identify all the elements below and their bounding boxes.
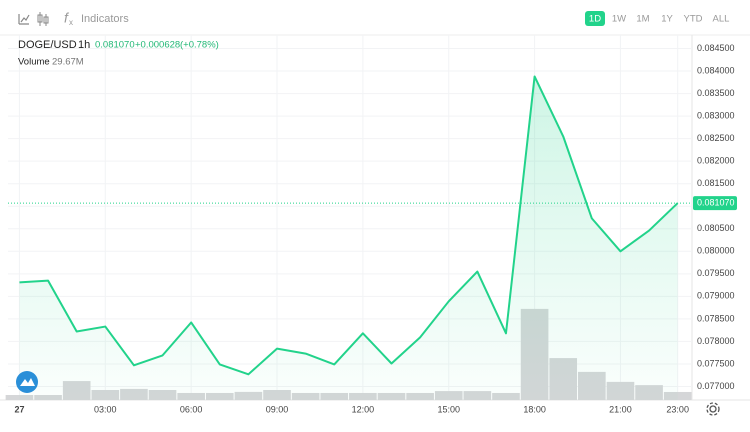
- range-button[interactable]: 1W: [612, 14, 626, 25]
- volume-value: 29.67M: [52, 57, 84, 68]
- y-tick-label: 0.078500: [697, 313, 735, 323]
- y-tick-label: 0.082500: [697, 133, 735, 143]
- y-tick-label: 0.083000: [697, 110, 735, 120]
- price-line: [19, 75, 679, 376]
- symbol: DOGE/USD: [18, 39, 77, 51]
- last-price-tag: [693, 196, 737, 211]
- chart-type-button[interactable]: [18, 14, 30, 25]
- logo[interactable]: [16, 371, 38, 393]
- range-button[interactable]: ALL: [713, 14, 730, 25]
- price-change: +0.000628: [135, 40, 180, 51]
- last-price-tag-label: 0.081070: [697, 197, 735, 207]
- price-area: [19, 76, 678, 400]
- indicators-button[interactable]: Indicators: [81, 13, 129, 25]
- price-change-pct: (+0.78%): [180, 40, 219, 51]
- x-tick-label: 15:00: [437, 404, 460, 414]
- x-tick-label: 12:00: [352, 404, 375, 414]
- y-tick-label: 0.082000: [697, 156, 735, 166]
- y-tick-label: 0.084000: [697, 65, 735, 75]
- y-tick-label: 0.080500: [697, 223, 735, 233]
- range-button[interactable]: 1D: [589, 14, 601, 25]
- y-tick-label: 0.077000: [697, 381, 735, 391]
- y-tick-label: 0.078000: [697, 336, 735, 346]
- y-tick-label: 0.079000: [697, 291, 735, 301]
- x-tick-label: 03:00: [94, 404, 117, 414]
- interval: 1h: [78, 39, 90, 51]
- y-tick-label: 0.077500: [697, 358, 735, 368]
- y-tick-label: 0.079500: [697, 268, 735, 278]
- volume-title: Volume: [18, 57, 50, 68]
- x-tick-label: 21:00: [609, 404, 632, 414]
- y-tick-label: 0.083500: [697, 88, 735, 98]
- range-button[interactable]: 1M: [636, 14, 649, 25]
- fx-icon-sub: x: [69, 18, 73, 27]
- y-tick-label: 0.084500: [697, 43, 735, 53]
- x-tick-label: 06:00: [180, 404, 203, 414]
- range-button-bg: [585, 11, 605, 26]
- y-tick-label: 0.080000: [697, 246, 735, 256]
- fx-icon: f: [64, 10, 70, 26]
- x-tick-label: 27: [14, 404, 24, 414]
- x-tick-label: 18:00: [523, 404, 546, 414]
- y-tick-label: 0.081500: [697, 178, 735, 188]
- x-tick-label: 09:00: [266, 404, 289, 414]
- candle-button[interactable]: [37, 12, 49, 26]
- range-button[interactable]: 1Y: [661, 14, 673, 25]
- x-tick-label: 23:00: [666, 404, 689, 414]
- last-price: 0.081070: [95, 40, 135, 51]
- range-button[interactable]: YTD: [684, 14, 703, 25]
- settings-button[interactable]: [706, 402, 720, 416]
